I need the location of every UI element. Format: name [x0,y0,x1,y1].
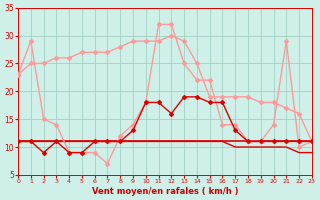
X-axis label: Vent moyen/en rafales ( km/h ): Vent moyen/en rafales ( km/h ) [92,187,238,196]
